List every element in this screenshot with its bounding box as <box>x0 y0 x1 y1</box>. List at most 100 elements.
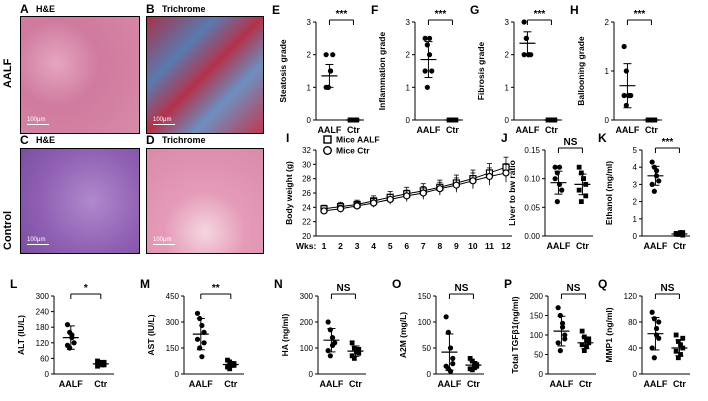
y-tick-label-k: 1 <box>633 215 638 224</box>
x-tick-label-e: AALF <box>317 125 341 135</box>
scale-bar <box>153 243 175 245</box>
y-tick-label-i: 26 <box>302 189 311 198</box>
data-point-o-ctr <box>469 358 475 364</box>
data-point-n-aalf <box>327 327 333 333</box>
panel-letter-n: N <box>274 277 283 291</box>
data-point-l-aalf <box>64 322 71 328</box>
y-tick-label-n: 0 <box>309 370 314 379</box>
y-tick-label-i: 20 <box>302 232 311 241</box>
y-axis-label-e: Steatosis grade <box>278 39 288 103</box>
data-point-p-ctr <box>579 328 585 334</box>
data-point-q-ctr <box>675 355 681 361</box>
scale-bar <box>27 123 49 125</box>
y-tick-label-k: 0 <box>633 232 638 241</box>
y-tick-label-p: 0 <box>539 370 544 379</box>
y-tick-label-e: 0 <box>307 116 312 125</box>
data-point-f-aalf <box>426 35 433 41</box>
legend-marker-ctr <box>323 145 333 155</box>
data-point-j-aalf <box>556 164 563 170</box>
panel-letter-i: I <box>286 131 289 145</box>
data-point-q-aalf <box>656 319 662 325</box>
x-tick-label-i: 2 <box>338 241 343 251</box>
data-point-e-aalf <box>323 52 329 58</box>
scale-text: 100μm <box>27 117 46 123</box>
histo-stain-d: Trichrome <box>162 135 206 145</box>
data-point-q-ctr <box>678 342 683 348</box>
y-tick-label-i: 28 <box>302 175 311 184</box>
panel-letter-l: L <box>10 277 17 291</box>
histology-image-c: 100μm <box>20 148 140 254</box>
data-point-i-ctr <box>469 177 477 185</box>
data-point-j-aalf <box>554 199 560 205</box>
y-axis-label-k: Ethanol (mg/ml) <box>604 161 614 225</box>
y-tick-label-g: 3 <box>505 18 510 27</box>
y-tick-label-p: 200 <box>530 292 544 301</box>
y-axis-label-o: A2M (mg/L) <box>398 312 408 358</box>
data-point-o-aalf <box>447 368 454 374</box>
x-tick-label-n: AALF <box>319 379 343 389</box>
panel-letter-j: J <box>501 131 508 145</box>
panel-letter-g: G <box>470 3 479 17</box>
data-point-p-aalf <box>562 332 568 338</box>
x-tick-label-n: Ctr <box>349 379 362 389</box>
data-point-i-ctr <box>436 185 444 193</box>
y-tick-label-k: 5 <box>633 146 638 155</box>
y-tick-label-h: 2 <box>605 18 610 27</box>
data-point-f-aalf <box>426 52 433 58</box>
x-tick-label-k: Ctr <box>673 241 686 251</box>
y-tick-label-g: 2 <box>505 51 510 60</box>
y-tick-label-q: 0 <box>633 370 638 379</box>
y-tick-label-q: 80 <box>628 318 637 327</box>
y-tick-label-o: 100 <box>418 318 432 327</box>
data-point-k-aalf <box>656 178 662 184</box>
y-tick-label-g: 1 <box>505 83 510 92</box>
panel-letter-a: A <box>20 2 29 16</box>
y-tick-label-h: 1 <box>605 67 610 76</box>
y-tick-label-e: 3 <box>307 18 312 27</box>
x-tick-label-l: Ctr <box>94 379 107 389</box>
y-tick-label-m: 300 <box>166 318 180 327</box>
y-tick-label-f: 2 <box>406 51 411 60</box>
x-tick-label-k: AALF <box>643 241 667 251</box>
y-tick-label-j: 0.00 <box>524 232 540 241</box>
data-point-q-ctr <box>675 339 681 344</box>
data-point-p-aalf <box>559 320 566 326</box>
y-tick-label-i: 24 <box>302 203 311 212</box>
data-point-f-aalf <box>424 42 430 48</box>
y-tick-label-n: 300 <box>300 292 314 301</box>
y-tick-label-i: 30 <box>302 160 311 169</box>
data-point-i-ctr <box>502 169 510 177</box>
x-tick-label-g: Ctr <box>545 125 558 135</box>
data-point-n-ctr <box>349 340 355 346</box>
legend-label-ctr: Mice Ctr <box>336 146 370 156</box>
y-tick-label-k: 2 <box>633 198 638 207</box>
data-point-n-ctr <box>349 353 355 359</box>
data-point-f-aalf <box>424 84 430 90</box>
y-tick-label-o: 150 <box>418 292 432 301</box>
histo-stain-a: H&E <box>36 4 56 14</box>
data-point-k-ctr <box>680 230 686 235</box>
data-point-f-aalf <box>422 35 428 41</box>
y-tick-label-f: 3 <box>406 18 411 27</box>
histo-stain-c: H&E <box>36 135 56 145</box>
data-point-q-aalf <box>653 325 660 332</box>
x-tick-label-h: Ctr <box>645 125 658 135</box>
data-point-l-ctr <box>101 359 107 365</box>
series-line-aalf <box>323 166 507 210</box>
panel-letter-c: C <box>20 133 29 147</box>
data-point-g-aalf <box>523 35 529 41</box>
y-tick-label-j: 0.10 <box>524 175 540 184</box>
data-point-g-aalf <box>521 19 527 25</box>
x-tick-label-p: AALF <box>549 379 573 389</box>
data-point-h-aalf <box>623 68 629 74</box>
y-tick-label-q: 40 <box>628 344 637 353</box>
data-point-j-ctr <box>581 176 586 182</box>
data-point-p-ctr <box>581 348 587 353</box>
data-point-n-ctr <box>351 345 357 351</box>
data-point-p-ctr <box>586 336 592 342</box>
x-tick-label-j: AALF <box>546 241 570 251</box>
y-tick-label-l: 120 <box>36 339 50 348</box>
panel-letter-f: F <box>371 3 378 17</box>
scale-text: 100μm <box>153 117 172 123</box>
scale-text: 100μm <box>27 237 46 243</box>
